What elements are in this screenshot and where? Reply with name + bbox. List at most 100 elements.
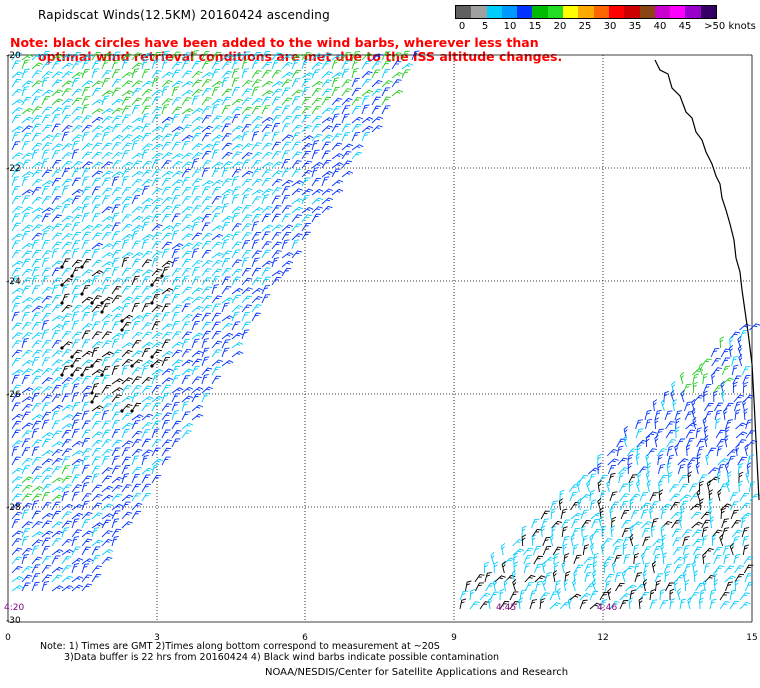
wind-barb [271, 161, 283, 169]
wind-barb [632, 544, 640, 556]
barb-stroke [131, 62, 143, 70]
wind-barb [271, 187, 282, 196]
wind-barb [121, 364, 129, 376]
colorbar-segment [624, 6, 640, 18]
barb-stroke [161, 384, 171, 394]
barb-stroke [221, 286, 232, 295]
barb-stroke [612, 545, 621, 556]
barb-stroke [552, 570, 558, 583]
barb-stroke [91, 204, 101, 214]
wind-barb [670, 511, 682, 520]
barb-stroke [241, 97, 252, 106]
wind-barb [91, 223, 103, 232]
wind-barb [201, 295, 213, 304]
barb-stroke [251, 196, 262, 205]
wind-barb [111, 429, 121, 439]
barb-stroke [151, 420, 161, 430]
barb-stroke [111, 476, 124, 484]
barb-stroke [698, 480, 704, 493]
wind-barb [171, 132, 181, 142]
barb-stroke [51, 441, 64, 448]
barb-stroke [41, 250, 52, 259]
barb-stroke [121, 239, 130, 250]
barb-stroke [81, 482, 89, 493]
wind-barb [666, 462, 672, 475]
wind-barb [251, 124, 262, 133]
wind-barb [341, 113, 350, 124]
barb-stroke [371, 105, 381, 115]
barb-stroke [141, 215, 153, 223]
barb-stroke [131, 466, 143, 475]
barb-stroke [11, 374, 20, 385]
barb-stroke [161, 419, 170, 430]
barb-stroke [579, 593, 591, 601]
wind-barb [71, 311, 80, 322]
barb-stroke [331, 179, 344, 187]
barb-stroke [91, 321, 101, 331]
barb-stroke [101, 519, 111, 529]
barb-stroke [569, 491, 578, 502]
barb-stroke [211, 259, 223, 268]
wind-barb [579, 593, 591, 601]
wind-barb [141, 474, 151, 484]
wind-barb [281, 260, 294, 268]
wind-barb [181, 375, 191, 385]
barb-stroke [645, 435, 651, 448]
wind-barb [191, 221, 200, 232]
barb-stroke [341, 79, 352, 88]
barb-stroke [351, 97, 362, 106]
barb-stroke [41, 555, 52, 565]
wind-barb [341, 79, 352, 88]
wind-barb [191, 242, 203, 250]
wind-barb [745, 419, 753, 430]
wind-barb [201, 72, 214, 79]
barb-stroke [41, 357, 51, 367]
barb-stroke [21, 297, 34, 304]
barb-stroke [241, 178, 253, 187]
barb-stroke [161, 392, 170, 403]
barb-stroke [171, 393, 181, 403]
barb-stroke [638, 597, 644, 610]
wind-barb [732, 381, 738, 394]
barb-stroke [81, 258, 92, 268]
wind-barb [181, 108, 194, 115]
barb-stroke [251, 79, 262, 88]
barb-stroke [71, 575, 84, 583]
barb-stroke [671, 528, 682, 538]
barb-stroke [161, 196, 173, 205]
barb-stroke [151, 458, 164, 466]
barb-stroke [81, 278, 94, 286]
wind-barb [91, 125, 103, 133]
wind-barb [715, 418, 721, 430]
wind-barb [81, 519, 91, 529]
wind-barb [692, 546, 703, 556]
wind-barb [231, 206, 243, 214]
wind-barb [659, 600, 669, 610]
barb-stroke [381, 51, 391, 61]
wind-barb [341, 170, 354, 178]
wind-barb [706, 480, 711, 493]
wind-barb [101, 59, 110, 70]
barb-stroke [21, 68, 30, 79]
barb-stroke [61, 413, 74, 421]
wind-barb [641, 527, 650, 538]
wind-barb [41, 574, 53, 583]
wind-barb [81, 224, 94, 232]
barb-stroke [171, 230, 180, 241]
wind-barb [101, 77, 110, 88]
wind-barb [151, 224, 163, 232]
barb-stroke [141, 421, 153, 430]
barb-stroke [51, 430, 62, 439]
wind-barb [665, 421, 676, 430]
barb-stroke [261, 142, 273, 151]
wind-barb [341, 160, 352, 169]
barb-stroke [101, 331, 112, 340]
barb-stroke [121, 175, 129, 187]
wind-barb [181, 168, 192, 178]
barb-stroke [261, 276, 271, 286]
barb-stroke [291, 106, 302, 115]
wind-barb [311, 123, 322, 133]
wind-barb [71, 402, 81, 412]
barb-stroke [684, 579, 690, 592]
wind-barb [130, 359, 143, 368]
